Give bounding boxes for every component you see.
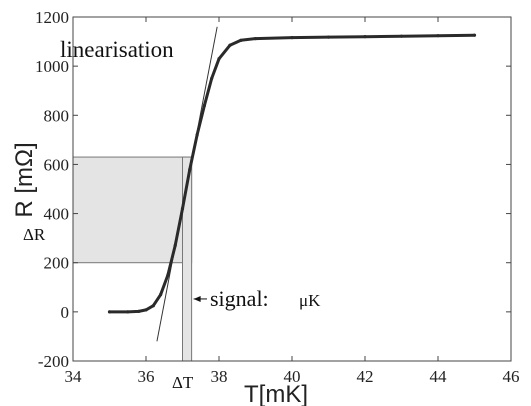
data-point	[126, 310, 130, 314]
data-point	[159, 293, 163, 297]
x-tick-label: 38	[211, 367, 228, 386]
data-series	[107, 33, 477, 314]
data-point	[144, 308, 148, 312]
data-point	[173, 243, 177, 248]
annotations	[193, 295, 207, 302]
y-tick-label: -200	[38, 352, 69, 371]
data-point	[436, 34, 440, 38]
data-point	[363, 35, 367, 39]
x-axis-label: T[mK]	[244, 381, 308, 406]
data-point	[137, 309, 141, 313]
data-point	[188, 167, 192, 171]
signal-arrow-head	[193, 295, 201, 302]
data-point	[195, 133, 199, 137]
x-tick-label: 34	[65, 367, 83, 386]
y-tick-label: 0	[61, 303, 70, 322]
y-axis-label: R [mΩ]	[11, 142, 38, 217]
x-tick-label: 40	[284, 367, 301, 386]
x-tick-label: 36	[138, 367, 155, 386]
data-point	[290, 36, 294, 40]
x-tick-label: 44	[430, 367, 448, 386]
tick-marks	[72, 16, 512, 362]
tick-labels: 34 36 38 40 42 44 46 -200 0 200 400 600 800 1000 1200	[35, 8, 520, 386]
data-point	[202, 103, 206, 108]
signal-label: signal:	[210, 286, 269, 311]
linearisation-label: linearisation	[60, 37, 174, 62]
data-point	[107, 310, 112, 314]
data-point	[217, 57, 221, 61]
data-point	[326, 35, 331, 39]
data-point	[239, 38, 243, 42]
delta-r-band	[72, 156, 193, 264]
data-point	[180, 207, 185, 211]
y-tick-label: 1000	[35, 57, 69, 76]
data-point	[228, 43, 232, 47]
y-tick-label: 1200	[35, 8, 69, 27]
data-point	[151, 304, 155, 308]
data-point	[210, 76, 214, 81]
x-tick-label: 42	[357, 367, 374, 386]
data-point	[399, 34, 404, 38]
delta-t-label: ΔT	[172, 373, 194, 392]
signal-unit: μK	[299, 291, 321, 310]
x-tick-label: 46	[503, 367, 520, 386]
y-tick-label: 200	[44, 254, 70, 273]
data-point	[166, 273, 170, 277]
shaded-regions	[72, 156, 193, 362]
data-point	[253, 37, 258, 41]
data-point	[472, 33, 477, 37]
delta-r-label: ΔR	[23, 225, 46, 244]
y-tick-label: 800	[44, 106, 70, 125]
y-tick-label: 400	[44, 205, 70, 224]
y-tick-label: 600	[44, 155, 70, 174]
